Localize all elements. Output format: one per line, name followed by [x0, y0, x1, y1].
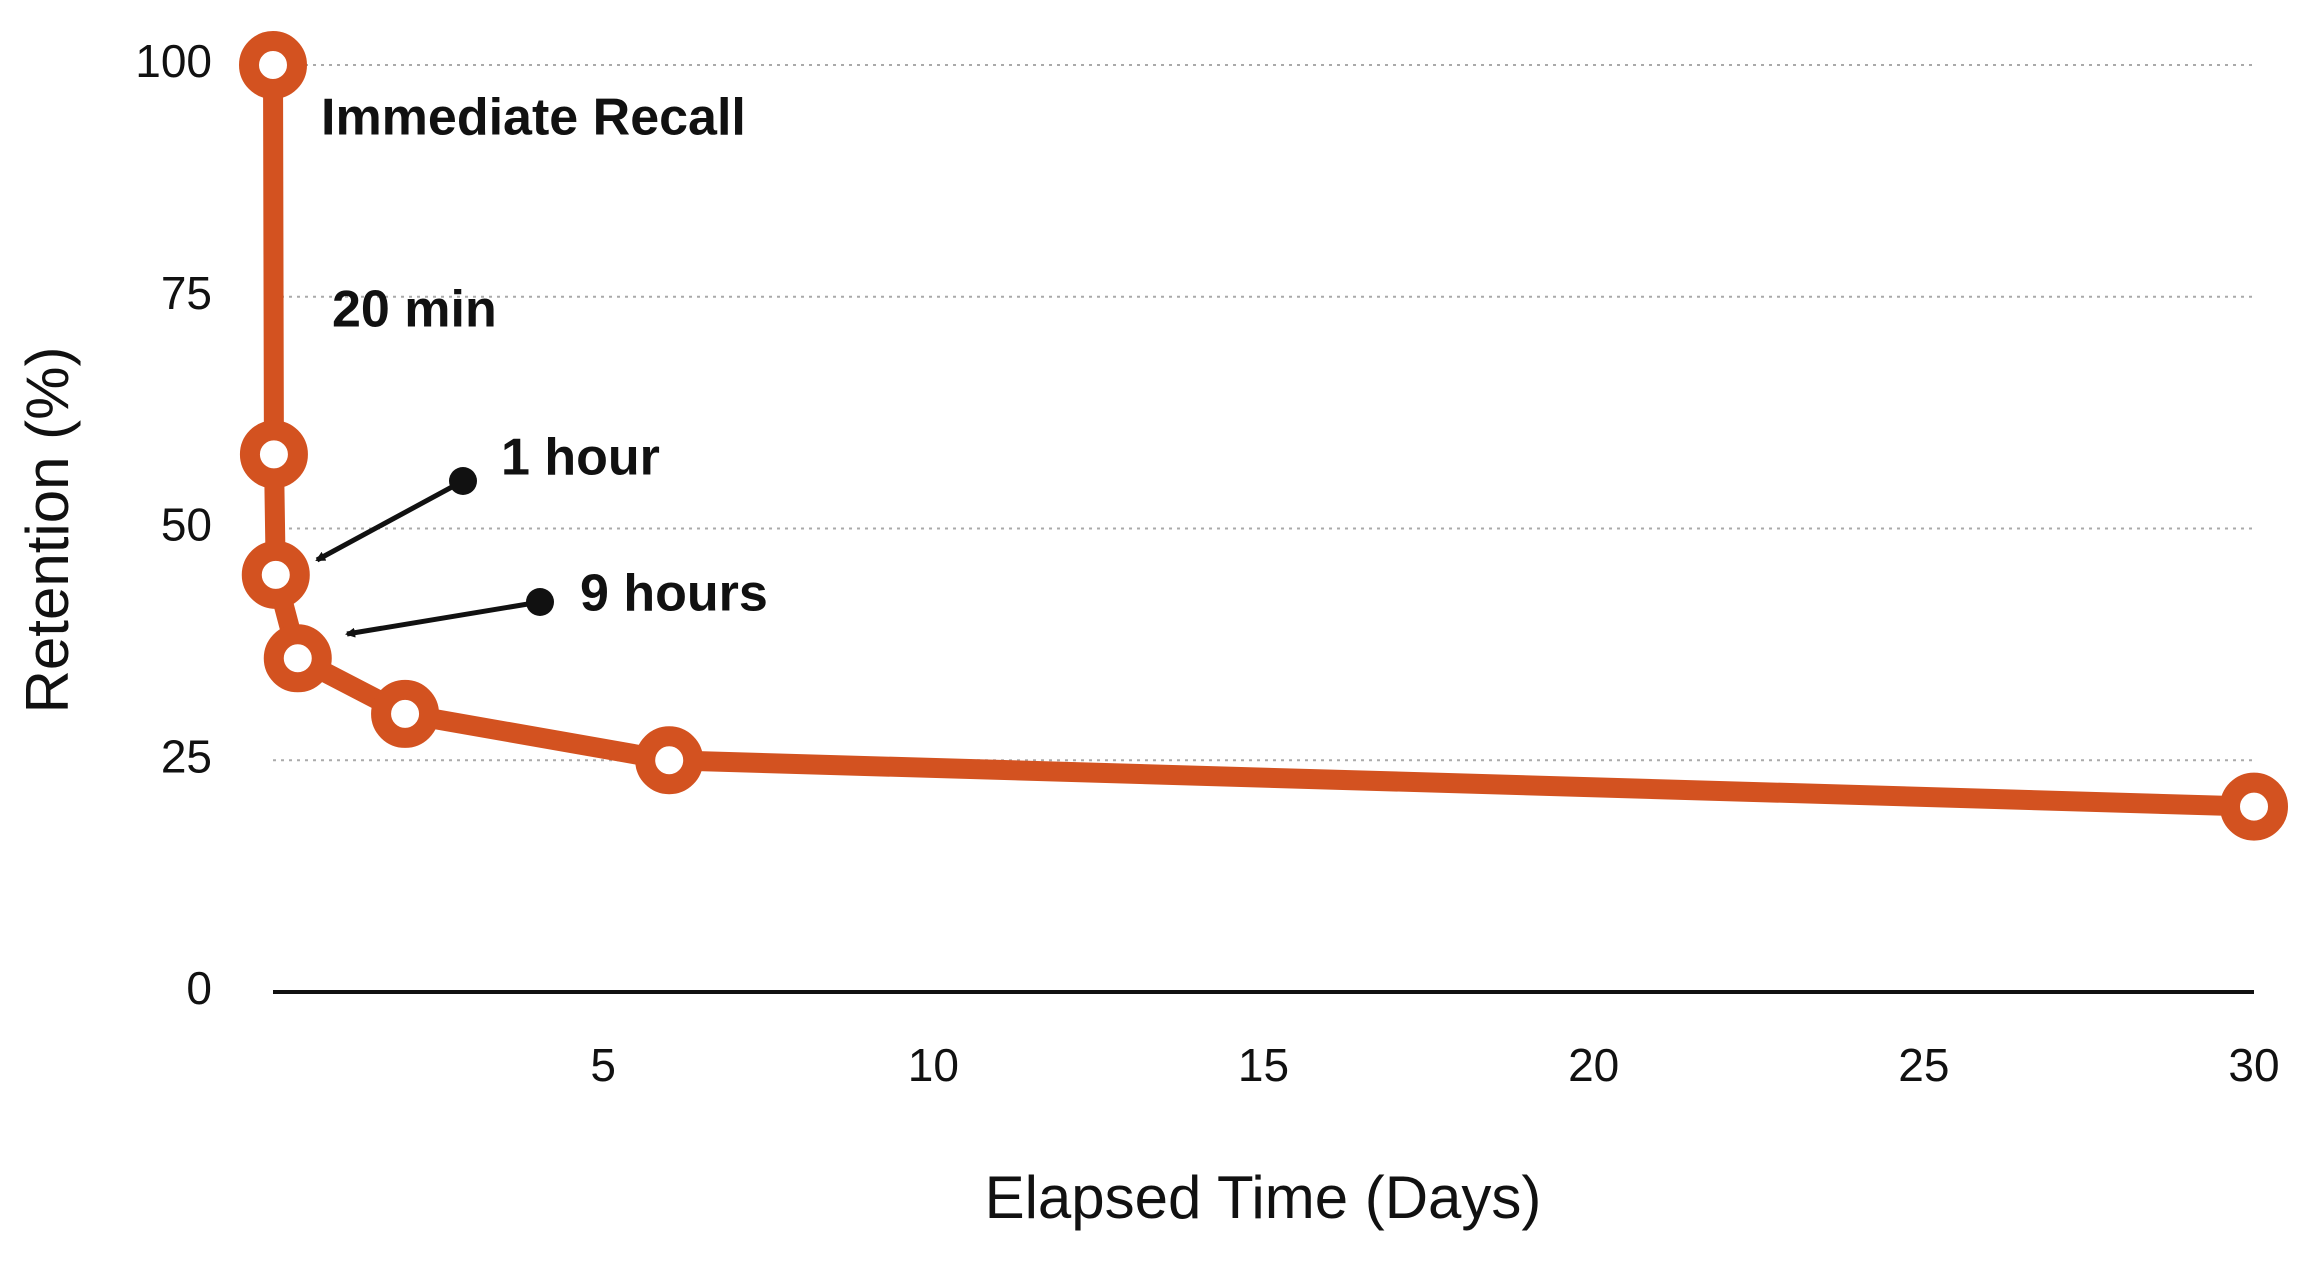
y-tick-label: 75: [161, 267, 212, 319]
point: [241, 540, 310, 609]
arrow: [315, 478, 465, 563]
x-axis-title: Elapsed Time (Days): [985, 1164, 1542, 1231]
y-tick-label: 50: [161, 499, 212, 551]
arrow-dot: [449, 467, 477, 495]
x-tick-label: 10: [908, 1039, 959, 1091]
annotation: 1 hour: [501, 429, 660, 487]
x-tick-label: 20: [1568, 1039, 1619, 1091]
y-tick-label: 25: [161, 730, 212, 782]
arrow: [345, 599, 541, 638]
point: [635, 726, 704, 795]
x-tick-label: 15: [1238, 1039, 1289, 1091]
point: [2220, 772, 2288, 841]
y-tick-label: 0: [186, 962, 212, 1014]
y-axis-title: Retention (%): [14, 347, 81, 714]
annotation: 9 hours: [580, 565, 768, 623]
arrow-dot: [526, 588, 554, 616]
point: [239, 31, 307, 99]
x-tick-label: 5: [590, 1039, 616, 1091]
y-tick-label: 100: [135, 35, 212, 87]
annotation: 20 min: [332, 281, 497, 339]
point: [239, 420, 308, 489]
point: [371, 679, 440, 748]
point: [263, 624, 332, 693]
x-tick-label: 25: [1898, 1039, 1949, 1091]
x-tick-label: 30: [2228, 1039, 2279, 1091]
annotation: Immediate Recall: [321, 89, 746, 147]
